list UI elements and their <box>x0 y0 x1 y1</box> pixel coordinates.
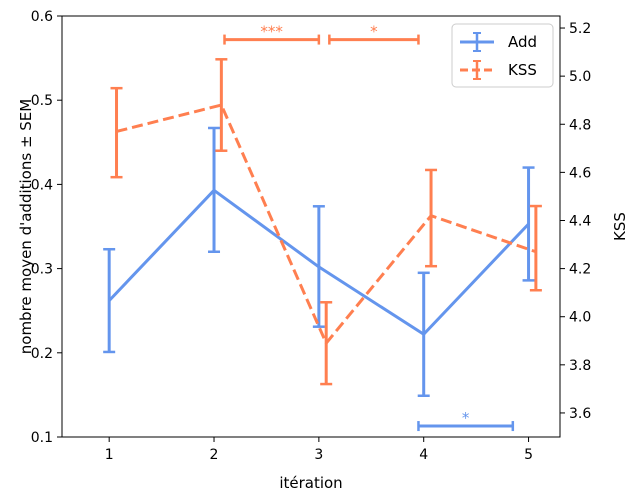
y-right-tick-label: 4.6 <box>569 165 591 181</box>
y-right-tick-label: 4.0 <box>569 310 591 326</box>
legend-box <box>451 23 554 88</box>
y-left-tick-label: 0.1 <box>31 430 53 446</box>
x-tick-label: 4 <box>419 447 428 463</box>
significance-bracket: * <box>328 23 420 45</box>
y-right-axis-label: KSS <box>611 212 629 241</box>
add-legend-label: Add <box>508 33 537 51</box>
legend: Add KSS <box>451 23 554 88</box>
significance-label: *** <box>260 23 283 41</box>
y-left-axis-label: nombre moyen d'additions ± SEM <box>17 99 35 354</box>
x-axis-label: itération <box>279 474 342 492</box>
significance-bracket: * <box>417 409 515 432</box>
y-right-tick-label: 4.8 <box>569 117 591 133</box>
y-right-tick-label: 3.6 <box>569 406 591 422</box>
y-left-tick-label: 0.3 <box>31 262 53 278</box>
y-right-tick-label: 5.2 <box>569 21 591 37</box>
y-left-tick-label: 0.2 <box>31 346 53 362</box>
significance-label: * <box>462 409 470 427</box>
kss-series-line <box>116 103 537 345</box>
y-right-tick-label: 3.8 <box>569 358 591 374</box>
y-right-tick-label: 4.2 <box>569 262 591 278</box>
x-tick-label: 1 <box>105 447 114 463</box>
plot-marks: *** ** <box>103 23 542 432</box>
significance-bracket: *** <box>223 23 321 45</box>
add-series-line <box>108 188 530 336</box>
axes: 1 2 3 4 5 0.1 0.2 0.3 0.4 0.5 0.6 3.6 3.8 4.0 4.2 4.4 4.… <box>17 9 629 492</box>
plot-frame <box>61 15 561 438</box>
y-right-tick-label: 4.4 <box>569 213 591 229</box>
kss-legend-label: KSS <box>508 61 537 79</box>
x-tick-label: 2 <box>210 447 219 463</box>
y-right-tick-label: 5.0 <box>569 69 591 85</box>
x-tick-label: 5 <box>524 447 533 463</box>
y-left-tick-label: 0.4 <box>31 177 53 193</box>
y-left-tick-label: 0.5 <box>31 93 53 109</box>
x-tick-label: 3 <box>314 447 323 463</box>
y-left-tick-label: 0.6 <box>31 9 53 25</box>
significance-label: * <box>370 23 378 41</box>
